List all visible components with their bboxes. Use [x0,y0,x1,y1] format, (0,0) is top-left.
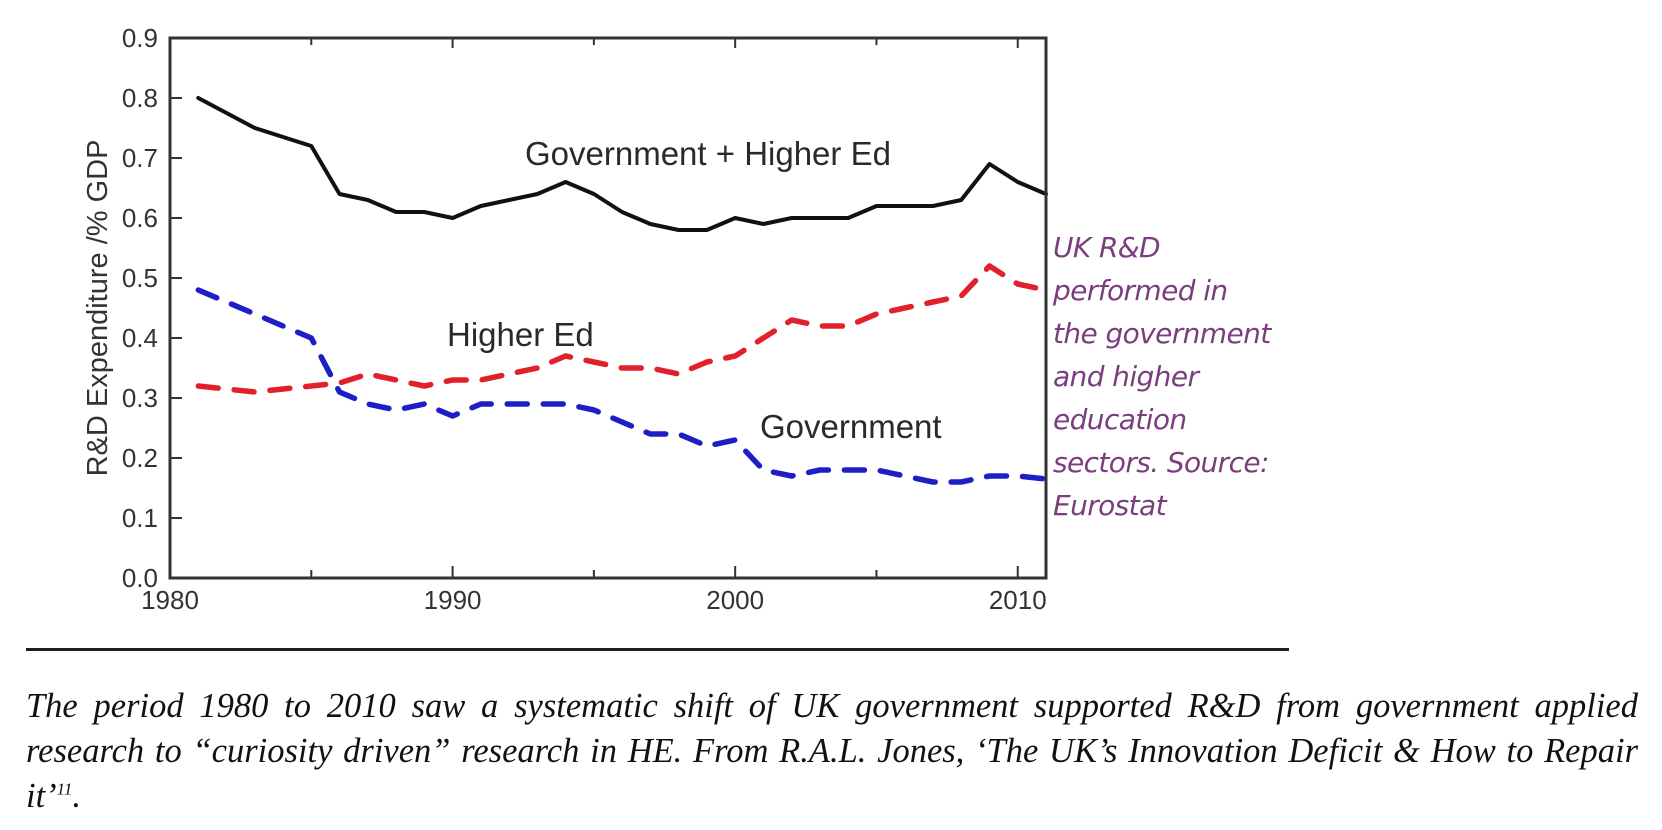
caption-end: . [72,777,82,815]
source-note-line: sectors. Source: [1053,446,1269,479]
series-label-government: Government [760,408,942,445]
source-note-line: Eurostat [1053,489,1167,522]
caption-text: The period 1980 to 2010 saw a systematic… [26,687,1638,815]
source-note-line: UK R&D [1053,231,1161,264]
source-note-line: education [1053,403,1187,436]
plot-frame [168,36,1048,580]
x-axis: 1980 1990 2000 2010 [141,38,1047,615]
y-tick-label: 0.4 [122,323,158,353]
source-note-line: the government [1053,317,1271,350]
series-line-higher-ed [195,263,1049,395]
x-tick-label: 2010 [989,585,1047,615]
y-tick-label: 0.1 [122,503,158,533]
y-tick-label: 0.6 [122,203,158,233]
x-tick-label: 2000 [706,585,764,615]
series-label-government-higher-ed: Government + Higher Ed [525,135,891,172]
footnote-ref[interactable]: 11 [56,779,73,799]
y-tick-label: 0.9 [122,23,158,53]
line-chart: 0.0 0.1 0.2 0.3 0.4 0.5 0.6 0.7 0.8 0.9 1980 1990 2… [82,23,1049,615]
figure-caption: The period 1980 to 2010 saw a systematic… [26,684,1638,819]
source-note-line: and higher [1053,360,1199,393]
x-tick-label: 1980 [141,585,199,615]
y-tick-label: 0.2 [122,443,158,473]
y-tick-label: 0.7 [122,143,158,173]
source-note-line: performed in [1053,274,1228,307]
y-axis-title: R&D Expenditure /% GDP [82,140,114,477]
y-tick-label: 0.3 [122,383,158,413]
series-label-higher-ed: Higher Ed [447,316,594,353]
divider [26,648,1289,651]
y-tick-label: 0.0 [122,563,158,593]
x-tick-label: 1990 [424,585,482,615]
y-tick-label: 0.8 [122,83,158,113]
y-axis: 0.0 0.1 0.2 0.3 0.4 0.5 0.6 0.7 0.8 0.9 [122,23,182,593]
source-note: UK R&D performed in the government and h… [1053,226,1313,527]
y-tick-label: 0.5 [122,263,158,293]
plot-lines [195,96,1049,485]
